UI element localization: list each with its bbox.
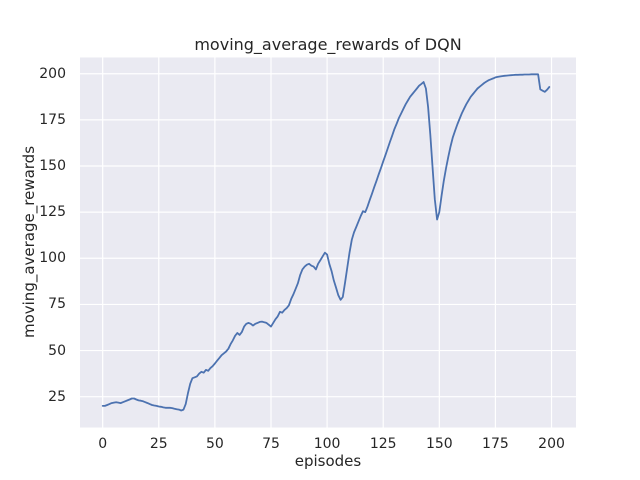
- x-axis-label: episodes: [294, 452, 362, 470]
- x-tick-label: 0: [98, 436, 108, 452]
- y-tick-label: 25: [48, 388, 66, 405]
- y-tick-label: 200: [39, 65, 66, 82]
- plot-background: [80, 57, 576, 428]
- y-tick-label: 50: [48, 342, 66, 359]
- y-tick-label: 125: [39, 204, 66, 221]
- y-tick-label: 75: [48, 296, 66, 313]
- x-tick-label: 25: [149, 436, 168, 452]
- x-tick-label: 75: [262, 436, 280, 452]
- x-tick-label: 125: [369, 436, 397, 452]
- x-tick-label: 50: [205, 436, 224, 452]
- x-tick-label: 200: [538, 436, 565, 452]
- reward-curve: [101, 73, 551, 412]
- chart-title: moving_average_rewards of DQN: [194, 35, 462, 54]
- x-tick-label: 150: [425, 436, 453, 452]
- y-tick-label: 100: [39, 250, 66, 267]
- x-tick-label: 100: [313, 436, 341, 452]
- y-tick-label: 175: [39, 111, 66, 128]
- x-tick-label: 175: [482, 436, 509, 452]
- y-tick-label: 150: [39, 158, 66, 174]
